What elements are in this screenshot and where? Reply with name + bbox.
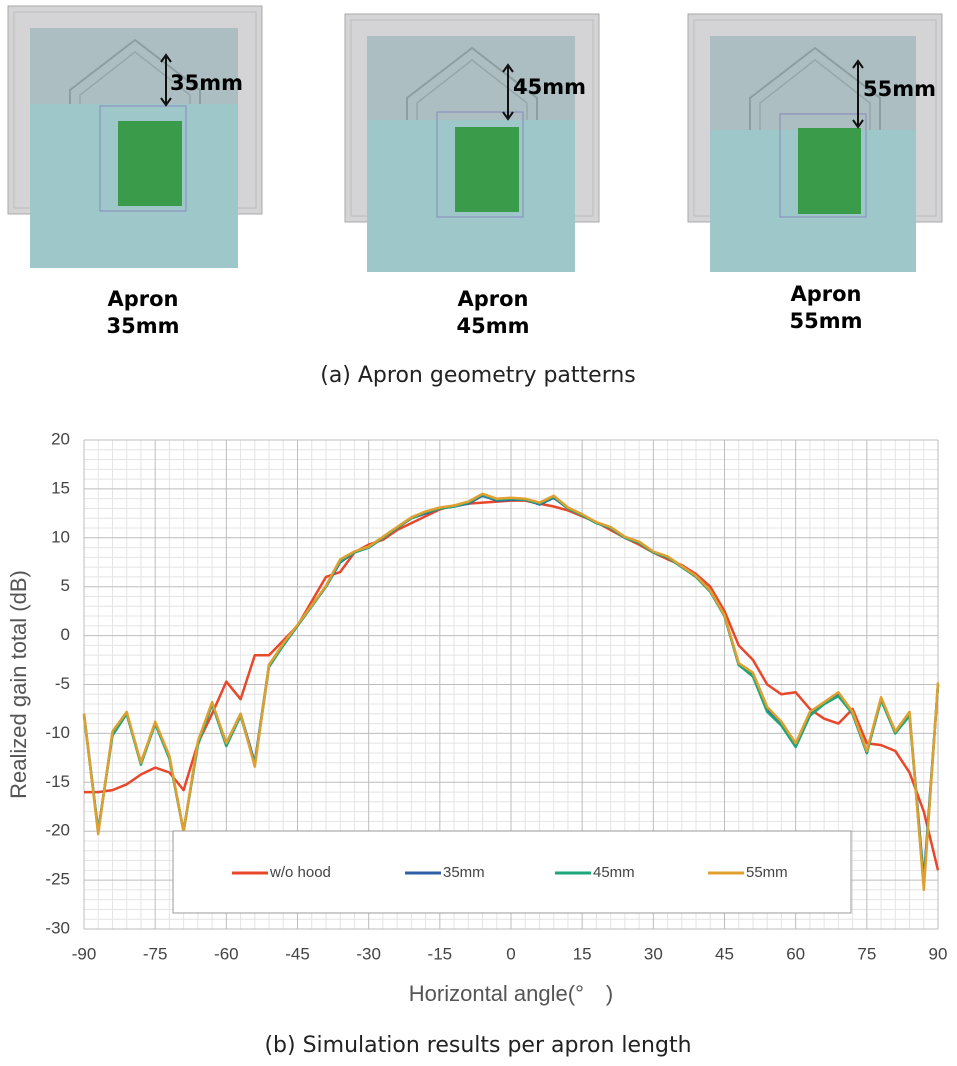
- series-line: [82, 492, 940, 892]
- x-tick-label: 30: [644, 944, 663, 963]
- x-tick-label: -30: [356, 944, 381, 963]
- y-axis-title: Realized gain total (dB): [6, 570, 31, 799]
- panel-label: Apron: [457, 287, 528, 311]
- x-tick-label: 90: [929, 944, 948, 963]
- x-tick-label: -15: [428, 944, 453, 963]
- panel-label: Apron: [107, 287, 178, 311]
- caption: (b) Simulation results per apron length: [264, 1033, 691, 1058]
- x-tick-label: -75: [143, 944, 168, 963]
- dimension-label: 45mm: [513, 75, 586, 99]
- legend-label: 55mm: [746, 864, 788, 881]
- y-tick-label: -20: [45, 821, 70, 840]
- legend-label: 45mm: [593, 864, 635, 881]
- x-tick-label: 75: [857, 944, 876, 963]
- legend-label: w/o hood: [269, 864, 331, 881]
- x-tick-label: 45: [715, 944, 734, 963]
- y-tick-label: 20: [51, 429, 70, 448]
- panel-label: 35mm: [107, 314, 180, 338]
- panel-label: 55mm: [790, 309, 863, 333]
- y-tick-label: 10: [51, 527, 70, 546]
- x-tick-label: -45: [285, 944, 310, 963]
- panel-label: 45mm: [457, 314, 530, 338]
- y-tick-label: -25: [45, 870, 70, 889]
- x-tick-label: 15: [573, 944, 592, 963]
- diagram-1: 35mm: [7, 5, 263, 268]
- legend: w/o hood 35mm 45mm 55mm: [172, 830, 852, 914]
- y-tick-label: 15: [51, 478, 70, 497]
- dimension-label: 35mm: [170, 71, 243, 95]
- x-tick-label: -60: [214, 944, 239, 963]
- y-tick-label: 0: [61, 625, 70, 644]
- diagram-2: 45mm: [344, 13, 600, 272]
- x-tick-label: -90: [72, 944, 97, 963]
- y-tick-label: -30: [45, 918, 70, 937]
- caption: (a) Apron geometry patterns: [320, 363, 636, 388]
- x-axis-title: Horizontal angle(° ): [409, 981, 613, 1006]
- chart: -30 -25 -20 -15 -10 -5 0 5 10 15 20 -90 -75 -60 -45 -30…: [6, 429, 948, 1005]
- diagram-3: 55mm: [687, 13, 943, 272]
- legend-label: 35mm: [443, 864, 485, 881]
- y-tick-label: -5: [55, 674, 70, 693]
- x-tick-label: 60: [786, 944, 805, 963]
- x-tick-label: 0: [506, 944, 515, 963]
- y-tick-label: -15: [45, 772, 70, 791]
- dimension-label: 55mm: [863, 77, 936, 101]
- panel-label: Apron: [790, 282, 861, 306]
- y-tick-label: 5: [61, 576, 70, 595]
- y-tick-label: -10: [45, 723, 70, 742]
